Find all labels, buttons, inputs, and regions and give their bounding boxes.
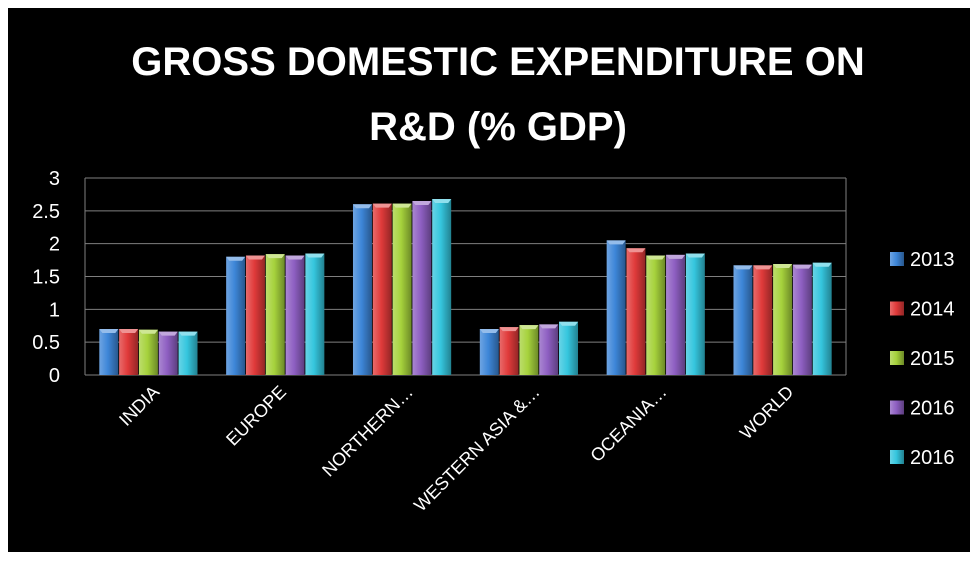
legend: 2013 2014 2015 2016 2016 <box>890 249 955 469</box>
chart-title-line-1: GROSS DOMESTIC EXPENDITURE ON <box>131 40 864 84</box>
bar-bevel <box>559 321 579 326</box>
y-tick-label: 0 <box>49 365 60 387</box>
bar-bevel <box>158 331 178 336</box>
bar <box>606 240 626 375</box>
bar <box>158 331 178 375</box>
bar <box>479 329 499 375</box>
x-category-label: OCEANIA… <box>586 382 670 466</box>
bar <box>178 331 198 375</box>
y-tick-label: 1.5 <box>32 267 60 289</box>
legend-swatch <box>890 301 904 316</box>
bar-bevel <box>646 255 666 260</box>
bar-bevel <box>372 203 392 208</box>
bar <box>285 255 305 375</box>
legend-label: 2016 <box>910 447 955 469</box>
bar <box>138 329 158 375</box>
legend-label: 2015 <box>910 348 955 370</box>
bar-bevel <box>138 329 158 334</box>
gridlines <box>84 177 847 376</box>
bar <box>773 264 793 375</box>
bar-bevel <box>265 254 285 259</box>
chart-panel: GROSS DOMESTIC EXPENDITURE ON R&D (% GDP… <box>8 8 970 552</box>
bars <box>99 199 832 375</box>
bar-bevel <box>753 265 773 270</box>
bar-bevel <box>685 253 705 258</box>
y-tick-label: 2 <box>49 234 60 256</box>
legend-swatch <box>890 351 904 365</box>
y-tick-label: 0.5 <box>32 332 60 354</box>
bar <box>226 256 246 375</box>
bar-bevel <box>733 265 753 270</box>
bar <box>646 255 666 375</box>
legend-swatch <box>890 400 904 415</box>
bar-bevel <box>519 325 539 330</box>
y-tick-label: 3 <box>49 168 60 190</box>
bar <box>372 203 392 375</box>
bar <box>392 203 412 375</box>
bar-bevel <box>99 329 119 334</box>
bar-bevel <box>432 199 452 204</box>
legend-label: 2016 <box>910 398 955 420</box>
chart-title: GROSS DOMESTIC EXPENDITURE ON R&D (% GDP… <box>131 40 864 149</box>
bar <box>812 262 832 375</box>
bar-bevel <box>773 264 793 269</box>
bar <box>119 329 139 375</box>
bar-bevel <box>352 204 372 209</box>
bar-bevel <box>245 255 265 260</box>
bar-bevel <box>119 329 139 334</box>
bar <box>245 255 265 375</box>
x-category-label: WORLD <box>736 382 798 444</box>
bar-bevel <box>606 240 626 245</box>
chart-title-line-2: R&D (% GDP) <box>369 105 627 149</box>
x-category-label: INDIA <box>115 382 163 430</box>
bar <box>753 265 773 375</box>
x-category-label: EUROPE <box>222 382 290 450</box>
bar-bevel <box>392 203 412 208</box>
bar <box>666 254 686 375</box>
bar <box>519 325 539 375</box>
bar-bevel <box>626 248 646 253</box>
bar-bevel <box>666 254 686 259</box>
bar <box>99 329 119 375</box>
bar-bevel <box>226 256 246 261</box>
bar <box>685 253 705 375</box>
legend-label: 2014 <box>910 299 955 321</box>
bar <box>499 327 519 375</box>
bar-bevel <box>178 331 198 336</box>
bar-chart: GROSS DOMESTIC EXPENDITURE ON R&D (% GDP… <box>32 40 955 516</box>
bar <box>305 253 325 375</box>
x-axis-category-labels: INDIA EUROPE NORTHERN…WESTERN ASIA &… OCEAN… <box>115 382 797 516</box>
bar <box>792 264 812 375</box>
legend-label: 2013 <box>910 249 955 271</box>
bar-bevel <box>792 264 812 269</box>
bar <box>265 254 285 375</box>
y-tick-label: 2.5 <box>32 201 60 223</box>
bar <box>559 321 579 375</box>
bar <box>626 248 646 375</box>
bar <box>432 199 452 375</box>
bar-bevel <box>305 253 325 258</box>
legend-swatch <box>890 252 904 266</box>
bar <box>352 204 372 375</box>
bar-bevel <box>812 262 832 267</box>
bar <box>733 265 753 375</box>
bar-bevel <box>479 329 499 334</box>
legend-swatch <box>890 450 904 464</box>
bar <box>539 324 559 375</box>
bar <box>412 200 432 375</box>
x-category-label: NORTHERN… <box>318 382 417 481</box>
bar-bevel <box>539 324 559 329</box>
y-tick-label: 1 <box>49 299 60 321</box>
x-category-label: WESTERN ASIA &… <box>410 382 544 516</box>
bar-bevel <box>285 255 305 260</box>
bar-bevel <box>499 327 519 332</box>
y-axis-tick-labels: 0 0.5 1 1.5 2 2.5 3 <box>32 168 60 387</box>
bar-bevel <box>412 200 432 205</box>
